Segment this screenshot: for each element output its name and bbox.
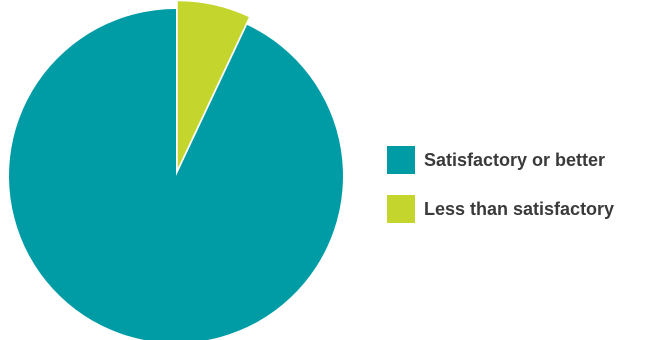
legend-swatch-less-than-satisfactory <box>387 195 415 223</box>
legend-label-satisfactory: Satisfactory or better <box>424 149 606 170</box>
legend: Satisfactory or better Less than satisfa… <box>387 145 614 224</box>
legend-label-less-than-satisfactory: Less than satisfactory <box>424 198 615 219</box>
legend-item-less-than-satisfactory: Less than satisfactory <box>387 194 614 224</box>
legend-item-satisfactory: Satisfactory or better <box>387 145 614 175</box>
pie-slice-satisfactory-or-better <box>9 9 343 340</box>
legend-swatch-satisfactory <box>387 146 415 174</box>
pie-slice-less-than-satisfactory <box>177 1 249 169</box>
